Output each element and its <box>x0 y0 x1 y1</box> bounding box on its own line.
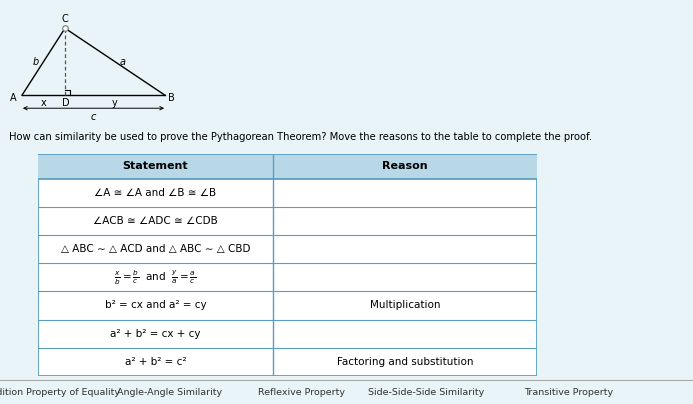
Text: Transitive Property: Transitive Property <box>524 388 613 397</box>
Text: a² + b² = c²: a² + b² = c² <box>125 357 186 367</box>
Text: D: D <box>62 98 70 108</box>
Text: Multiplication: Multiplication <box>369 301 440 311</box>
Text: ∠ACB ≅ ∠ADC ≅ ∠CDB: ∠ACB ≅ ∠ADC ≅ ∠CDB <box>93 216 218 226</box>
Text: a: a <box>120 57 126 67</box>
Text: $\frac{x}{b} = \frac{b}{c}$  and  $\frac{y}{a} = \frac{a}{c}$: $\frac{x}{b} = \frac{b}{c}$ and $\frac{y… <box>114 268 197 286</box>
Text: Reflexive Property: Reflexive Property <box>258 388 345 397</box>
Text: Angle-Angle Similarity: Angle-Angle Similarity <box>117 388 222 397</box>
Bar <box>38 154 537 179</box>
Text: Factoring and substitution: Factoring and substitution <box>337 357 473 367</box>
Text: c: c <box>91 112 96 122</box>
Text: a² + b² = cx + cy: a² + b² = cx + cy <box>110 328 200 339</box>
Text: B: B <box>168 93 175 103</box>
Text: Statement: Statement <box>123 161 188 171</box>
Text: △ ABC ∼ △ ACD and △ ABC ∼ △ CBD: △ ABC ∼ △ ACD and △ ABC ∼ △ CBD <box>60 244 250 254</box>
Text: Reason: Reason <box>382 161 428 171</box>
Text: y: y <box>112 98 118 108</box>
Text: How can similarity be used to prove the Pythagorean Theorem? Move the reasons to: How can similarity be used to prove the … <box>9 133 592 142</box>
Text: Addition Property of Equality: Addition Property of Equality <box>0 388 120 397</box>
Text: x: x <box>41 98 46 108</box>
Text: b² = cx and a² = cy: b² = cx and a² = cy <box>105 301 207 311</box>
Text: b: b <box>33 57 39 67</box>
Text: ∠A ≅ ∠A and ∠B ≅ ∠B: ∠A ≅ ∠A and ∠B ≅ ∠B <box>94 188 216 198</box>
Text: C: C <box>62 14 69 24</box>
Text: Side-Side-Side Similarity: Side-Side-Side Similarity <box>368 388 484 397</box>
Text: A: A <box>10 93 17 103</box>
